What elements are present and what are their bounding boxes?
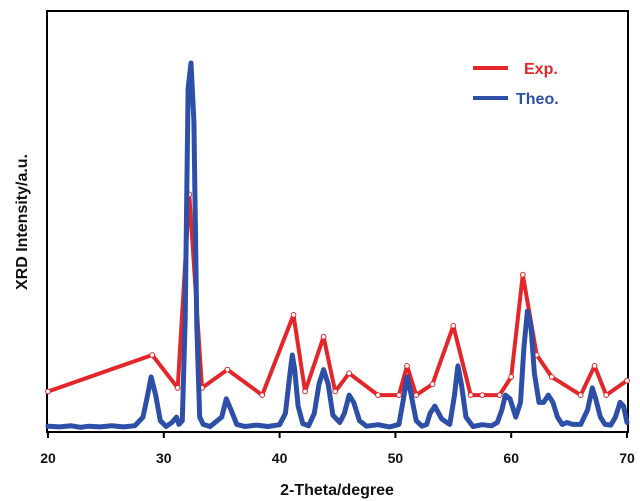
x-axis-title: 2-Theta/degree: [280, 482, 394, 499]
legend-label-exp: Exp.: [524, 61, 558, 78]
x-tick-label: 50: [388, 450, 404, 466]
data-point: [332, 388, 339, 395]
data-point: [624, 377, 630, 384]
data-point: [467, 392, 474, 399]
plot-frame: [46, 10, 629, 433]
x-tick-label: 30: [156, 450, 172, 466]
data-point: [413, 392, 420, 399]
series-line-exp: [46, 192, 629, 398]
data-point: [259, 392, 266, 399]
x-tick-label: 20: [40, 450, 56, 466]
data-point: [290, 312, 297, 318]
legend: Exp. Theo.: [473, 61, 559, 108]
data-point: [429, 381, 436, 388]
y-axis-title: XRD Intensity/a.u.: [14, 154, 31, 290]
x-tick-label: 70: [619, 450, 635, 466]
series-line-theo: [45, 60, 630, 430]
data-point: [548, 374, 555, 380]
data-point: [45, 388, 51, 395]
data-point: [496, 392, 503, 399]
data-point: [450, 322, 457, 329]
data-point: [346, 370, 353, 377]
data-point: [375, 392, 381, 399]
x-tick-label: 60: [503, 450, 519, 466]
legend-label-theo: Theo.: [516, 91, 559, 108]
data-point: [508, 374, 515, 380]
data-point: [603, 392, 610, 399]
series-layer: [45, 60, 630, 430]
data-point: [396, 392, 402, 399]
data-point: [302, 388, 309, 395]
x-axis-ticks: 20 30 40 50 60 70: [40, 432, 635, 466]
data-point: [320, 333, 327, 340]
data-point: [174, 385, 181, 391]
data-point: [224, 366, 231, 373]
data-point: [591, 363, 598, 369]
data-point: [149, 352, 156, 358]
data-point: [404, 363, 410, 369]
data-point: [577, 392, 584, 399]
data-point: [519, 271, 526, 278]
data-point: [479, 392, 486, 399]
x-tick-label: 40: [272, 450, 288, 466]
